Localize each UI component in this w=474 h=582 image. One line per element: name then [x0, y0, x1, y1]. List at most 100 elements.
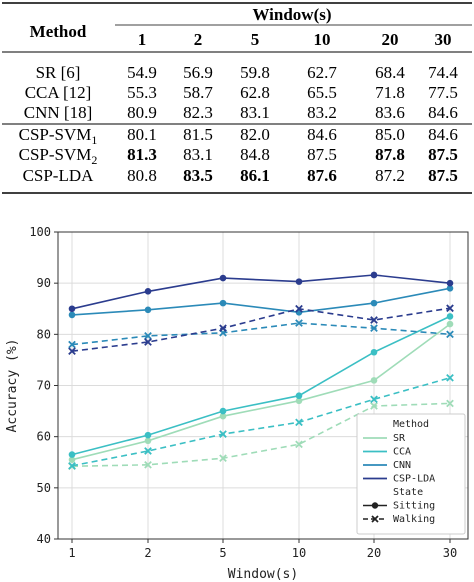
point-cca-sitting — [144, 431, 152, 439]
table-cell: 87.5 — [428, 145, 458, 164]
x-marker-stroke — [370, 395, 378, 404]
point-csp-lda-sitting — [446, 279, 454, 287]
legend-label-sitting: Sitting — [393, 501, 435, 512]
point-sr-sitting — [295, 397, 303, 405]
table-cell: 59.8 — [240, 63, 270, 82]
table-row-method: CCA [12] — [25, 83, 92, 102]
point-cca-sitting — [219, 407, 227, 415]
legend-title-method: Method — [393, 419, 429, 430]
point-csp-lda-walking — [68, 347, 76, 356]
table-cell: 62.8 — [240, 83, 270, 102]
point-sr-sitting — [370, 377, 378, 384]
point-sr-sitting — [68, 456, 76, 463]
point-csp-lda-walking — [219, 324, 227, 333]
x-marker-stroke — [68, 347, 76, 356]
table-cell: 65.5 — [307, 83, 337, 102]
point-cnn-sitting — [144, 306, 152, 314]
table-header-method: Method — [30, 22, 87, 41]
legend-marker-walking — [371, 515, 379, 523]
series-line-cca-sitting — [71, 315, 451, 456]
x-axis-label: Window(s) — [228, 567, 298, 582]
point-cnn-walking — [446, 330, 454, 339]
x-tick-label: 1 — [68, 546, 75, 560]
x-marker-stroke — [295, 319, 303, 327]
point-sr-sitting — [446, 320, 454, 328]
table-row-method: CSP-SVM1 — [19, 125, 98, 147]
x-marker-stroke — [219, 430, 227, 438]
point-cca-walking — [144, 447, 152, 455]
point-sr-walking — [370, 402, 378, 410]
table-cell: 85.0 — [375, 125, 405, 144]
table-cell: 83.2 — [307, 103, 337, 122]
table-header-window-30: 30 — [435, 30, 452, 49]
y-axis-label: Accuracy (%) — [5, 339, 20, 433]
table-header-window-20: 20 — [382, 30, 399, 49]
table-cell: 58.7 — [183, 83, 213, 102]
x-marker-stroke — [144, 332, 152, 340]
table-cell: 54.9 — [127, 63, 157, 82]
table-header-window-2: 2 — [194, 30, 203, 49]
point-cnn-walking — [68, 340, 76, 349]
x-marker-stroke — [68, 340, 76, 349]
table-cell: 84.6 — [428, 125, 458, 144]
point-csp-lda-walking — [295, 304, 303, 313]
point-cca-walking — [295, 418, 303, 427]
point-sr-walking — [295, 440, 303, 449]
point-csp-lda-sitting — [295, 278, 303, 285]
x-marker-stroke — [219, 324, 227, 333]
legend-label-walking: Walking — [393, 514, 435, 525]
table-cell: 87.5 — [428, 166, 458, 185]
legend-label-sr: SR — [393, 433, 406, 444]
series-line-sr-walking — [71, 402, 451, 468]
table-header-window-1: 1 — [138, 30, 147, 49]
point-cca-sitting — [295, 392, 303, 400]
x-marker-stroke — [446, 399, 454, 408]
point-csp-lda-walking — [446, 304, 454, 313]
x-marker-stroke — [68, 461, 76, 470]
table-cell: 74.4 — [428, 63, 458, 82]
x-tick-label: 5 — [219, 546, 226, 560]
point-cnn-sitting — [219, 299, 227, 307]
table-cell: 80.9 — [127, 103, 157, 122]
point-cnn-walking — [370, 324, 378, 333]
x-marker-stroke — [370, 316, 378, 324]
table-cell: 87.8 — [375, 145, 405, 164]
series-line-sr-sitting — [71, 323, 451, 461]
x-tick-label: 2 — [144, 546, 151, 560]
table-method-subscript: 2 — [91, 153, 97, 167]
point-cca-walking — [370, 395, 378, 404]
table-cell: 87.5 — [307, 145, 337, 164]
table-method-subscript: 1 — [91, 133, 97, 147]
y-tick-label: 60 — [37, 430, 51, 444]
point-csp-lda-sitting — [144, 288, 152, 295]
x-marker-stroke — [370, 324, 378, 333]
point-csp-lda-sitting — [219, 274, 227, 282]
table-cell: 83.6 — [375, 103, 405, 122]
point-sr-sitting — [144, 437, 152, 445]
point-cca-sitting — [446, 313, 454, 320]
table-cell: 86.1 — [240, 166, 270, 185]
x-marker-stroke — [446, 330, 454, 339]
table-header-window-10: 10 — [314, 30, 331, 49]
point-sr-walking — [446, 399, 454, 408]
point-cnn-walking — [144, 332, 152, 340]
results-table: Method Window(s) 1 2 5 10 20 30 SR [6] 54.9 56.9 59… — [2, 2, 472, 194]
table-cell: 84.6 — [307, 125, 337, 144]
point-csp-lda-walking — [144, 338, 152, 346]
table-cell: 82.0 — [240, 125, 270, 144]
series-line-csp-lda-walking — [71, 307, 451, 352]
x-marker-stroke — [144, 338, 152, 346]
x-marker-stroke — [446, 304, 454, 313]
point-csp-lda-sitting — [370, 271, 378, 279]
point-sr-walking — [219, 454, 227, 462]
legend-label-cca: CCA — [393, 447, 411, 458]
point-cca-sitting — [68, 451, 76, 458]
x-marker-stroke — [144, 460, 152, 469]
x-marker-stroke — [295, 418, 303, 427]
point-cca-walking — [219, 430, 227, 438]
table-cell: 71.8 — [375, 83, 405, 102]
table-row-method: CSP-SVM2 — [19, 145, 98, 167]
series-line-csp-lda-sitting — [71, 274, 451, 310]
legend-box — [356, 413, 466, 535]
x-marker-stroke — [219, 454, 227, 462]
